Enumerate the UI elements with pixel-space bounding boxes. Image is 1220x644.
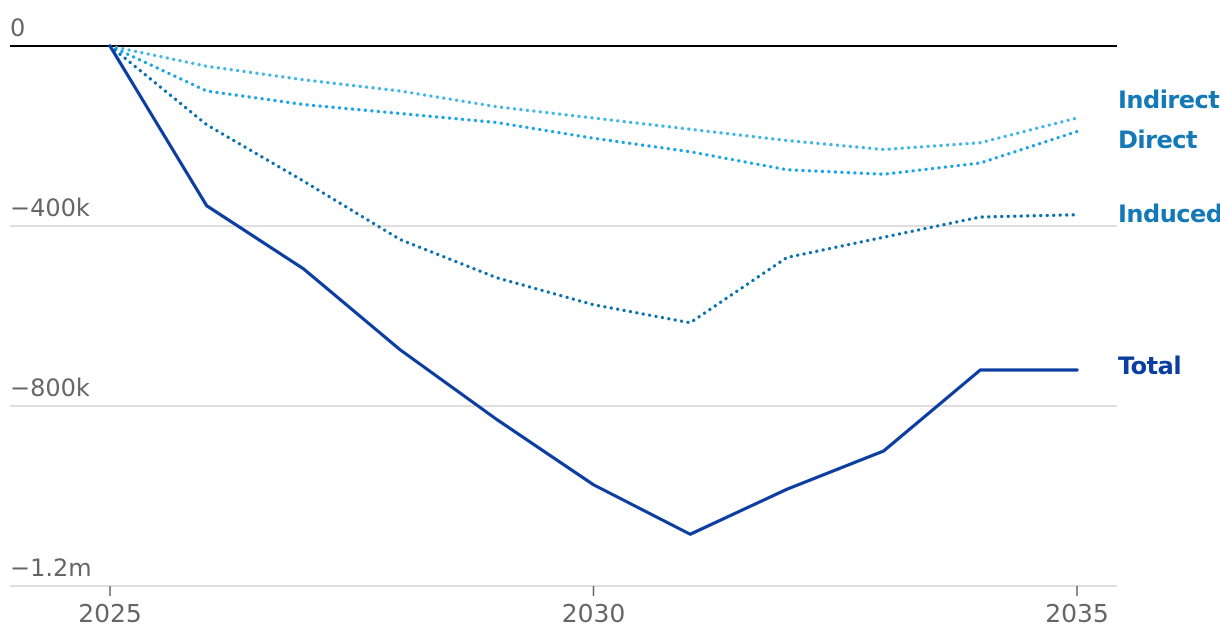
y-tick-label: −400k: [10, 194, 90, 222]
y-axis-tick-labels: 0 −400k −800k −1.2m: [10, 14, 92, 582]
x-tick-label: 2030: [562, 599, 626, 628]
series-line-direct: [108, 44, 1079, 176]
y-tick-label: 0: [10, 14, 25, 42]
x-tick-label: 2035: [1045, 599, 1109, 628]
series-label-indirect: Indirect: [1118, 86, 1219, 114]
x-tick-label: 2025: [78, 599, 142, 628]
grid-lines: [10, 45, 1117, 587]
series-labels: Indirect Direct Induced Total: [1118, 86, 1220, 380]
x-axis: 2025 2030 2035: [78, 586, 1109, 628]
series-lines: [108, 44, 1079, 536]
series-label-direct: Direct: [1118, 126, 1197, 154]
y-tick-label: −1.2m: [10, 554, 92, 582]
series-label-induced: Induced: [1118, 200, 1220, 228]
series-line-induced: [108, 44, 1079, 325]
series-line-indirect: [108, 44, 1079, 152]
y-tick-label: −800k: [10, 374, 90, 402]
series-label-total: Total: [1118, 352, 1181, 380]
series-line-total: [108, 44, 1079, 536]
